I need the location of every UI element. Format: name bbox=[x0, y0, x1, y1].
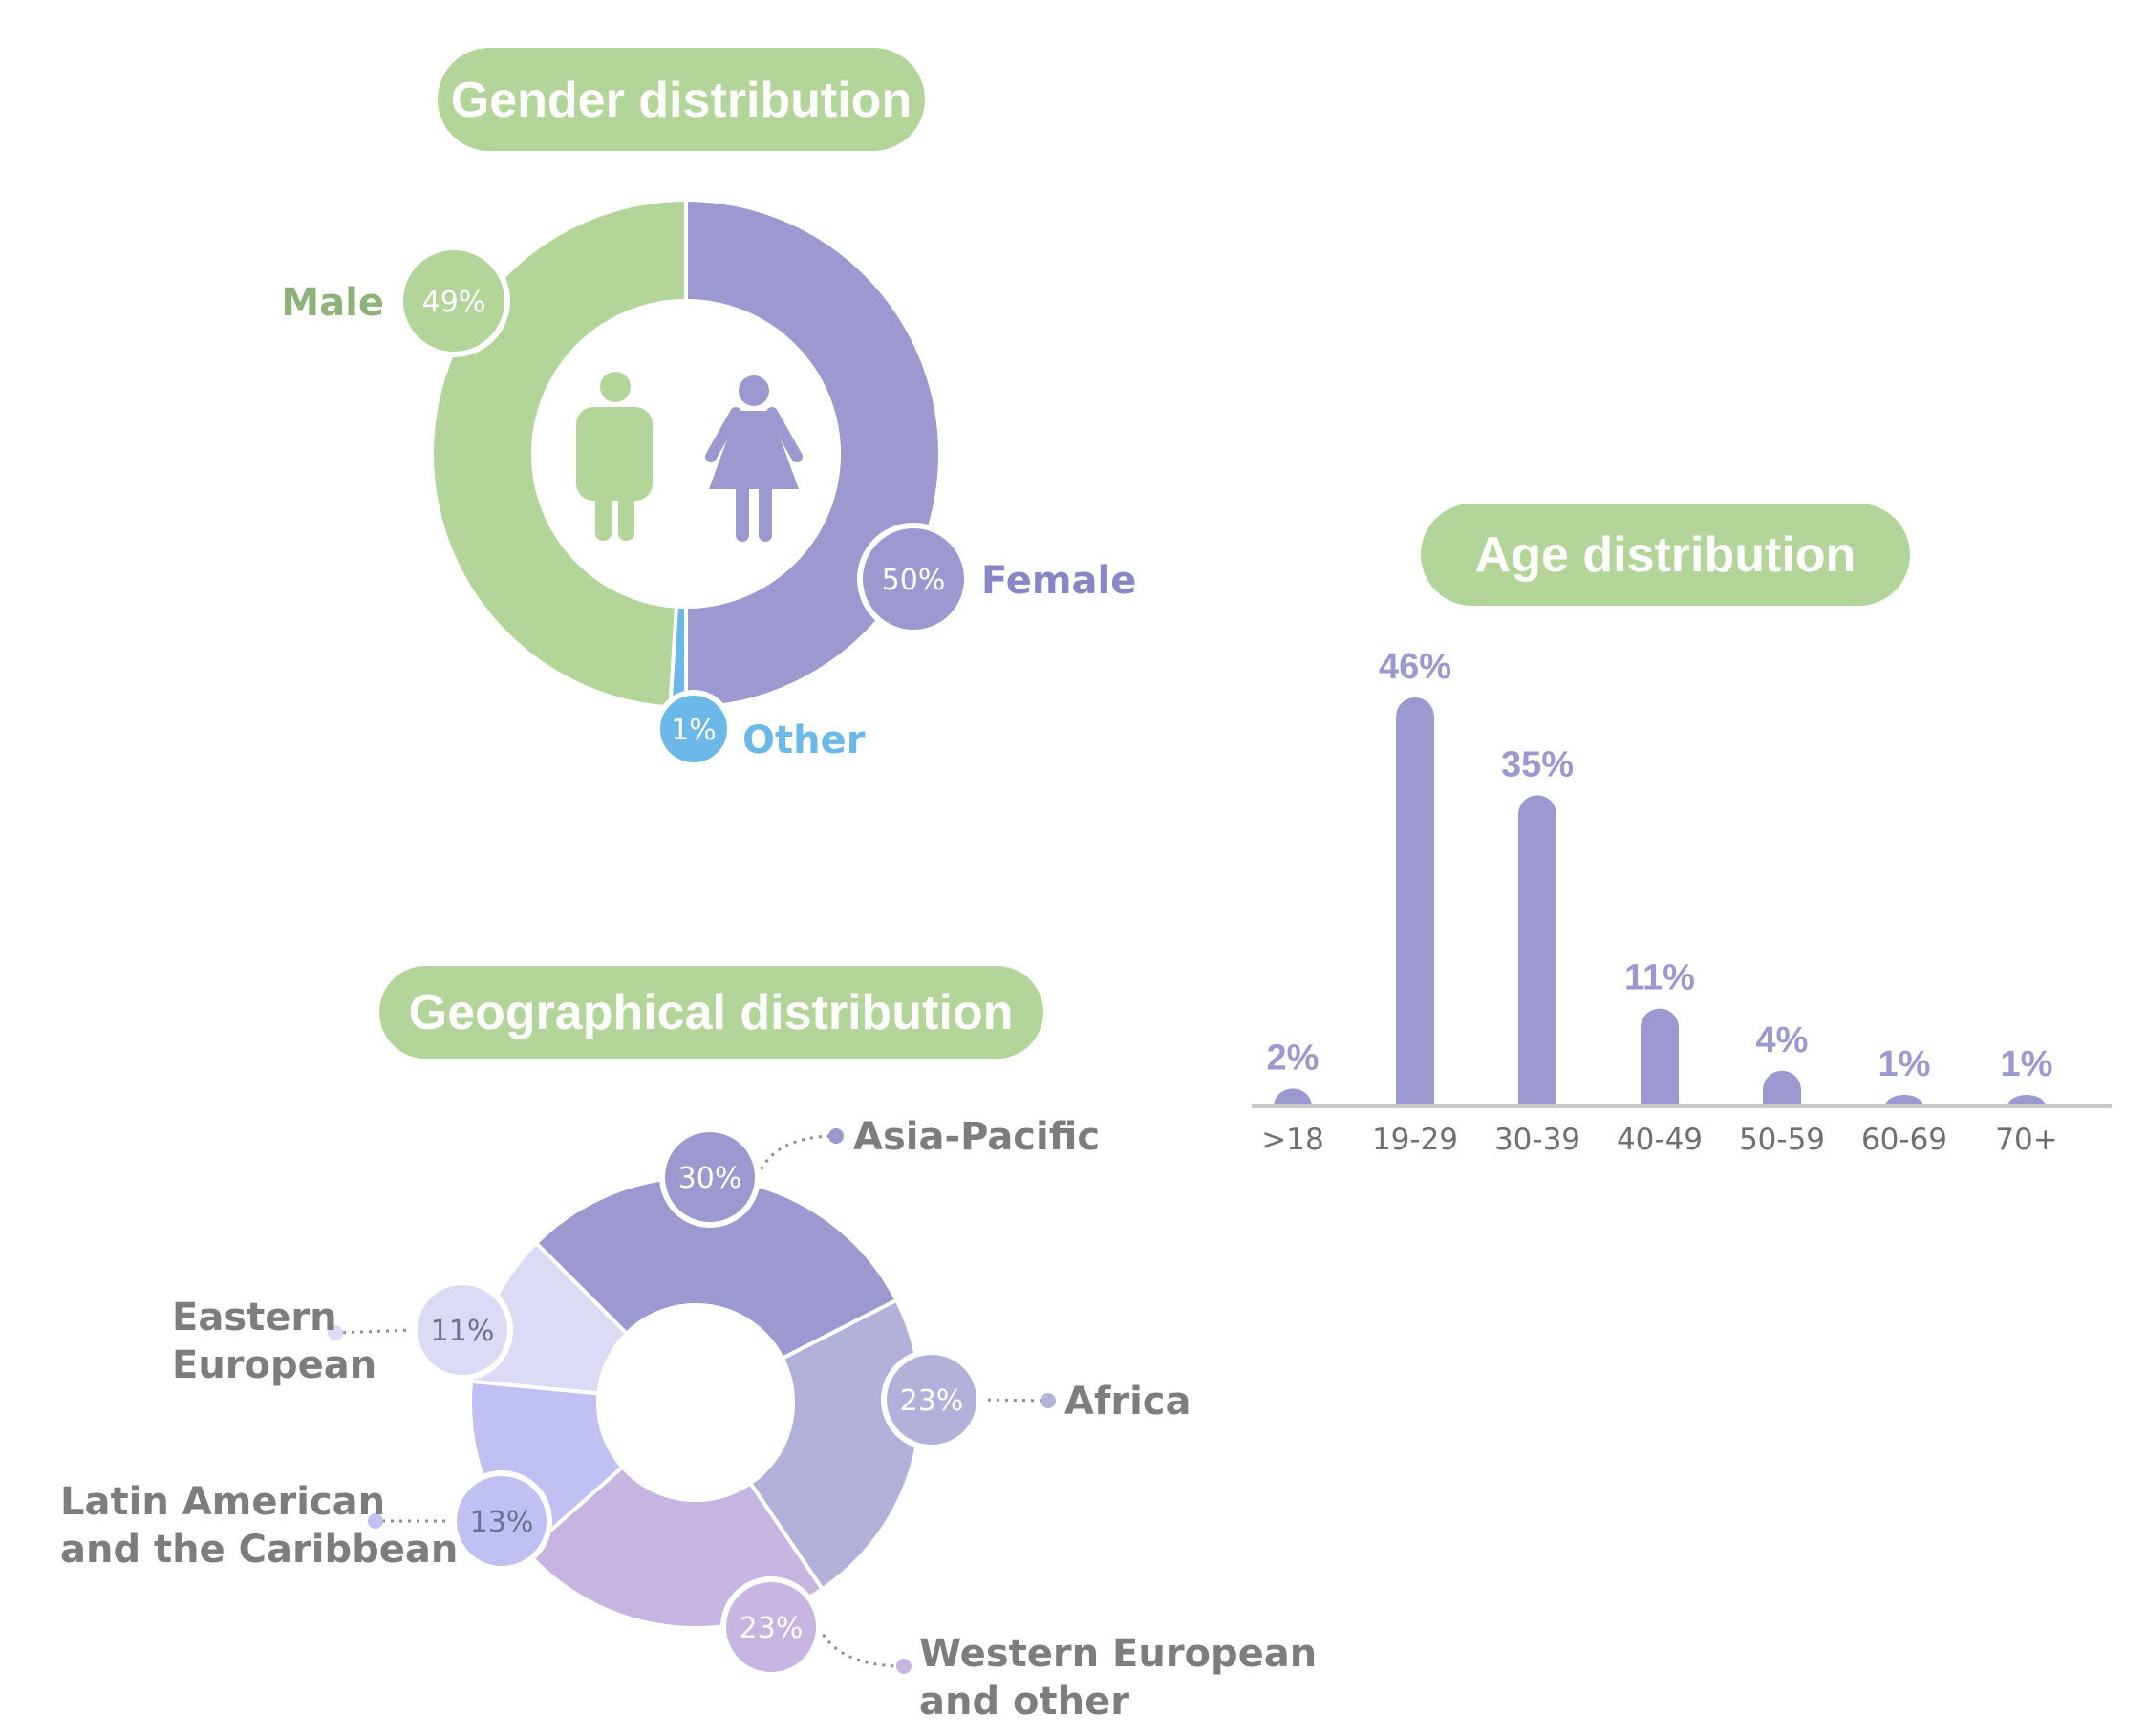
geo-bubble-asia-pacific bbox=[659, 1126, 761, 1228]
geo-donut-hole bbox=[596, 1303, 795, 1502]
geo-connector bbox=[817, 1626, 905, 1668]
age-bar-18 bbox=[1274, 1088, 1312, 1106]
age-bar-70 bbox=[2007, 1095, 2046, 1106]
female-person-icon bbox=[705, 375, 803, 542]
age-bar-value-label: 1% bbox=[1878, 1044, 1931, 1084]
geo-bubble-western-european-and-other bbox=[720, 1576, 822, 1678]
geo-percent-asia-pacific: 30% bbox=[678, 1162, 742, 1195]
geo-donut bbox=[468, 1175, 923, 1630]
gender-chart: Gender distribution 49% Male 50% Female … bbox=[281, 48, 1136, 768]
geo-bubble-latin-american-and-the-caribbean bbox=[451, 1470, 552, 1572]
geo-percent-latin-american-and-the-caribbean: 13% bbox=[470, 1506, 534, 1539]
age-tick-label: 19-29 bbox=[1372, 1123, 1458, 1157]
geo-chart: Geographical distribution 30% Asia-Pacifi… bbox=[60, 966, 1317, 1724]
geo-label-latin-american-and-the-caribbean: Latin American and the Caribbean bbox=[60, 1480, 458, 1572]
geo-connector bbox=[334, 1328, 416, 1335]
age-title: Age distribution bbox=[1475, 527, 1856, 583]
geo-callouts: 30% Asia-Pacific 23% Africa 23% Western Europ… bbox=[60, 1115, 1317, 1724]
other-percent: 1% bbox=[671, 714, 717, 747]
age-title-pill bbox=[1421, 504, 1910, 606]
age-tick-label: 60-69 bbox=[1861, 1123, 1947, 1157]
geo-connector bbox=[978, 1398, 1049, 1403]
geo-label-asia-pacific: Asia-Pacific bbox=[853, 1115, 1100, 1159]
male-bubble bbox=[397, 245, 510, 357]
geo-percent-eastern-european: 11% bbox=[431, 1315, 495, 1348]
male-percent: 49% bbox=[422, 286, 486, 319]
age-bar-value-label: 35% bbox=[1501, 744, 1574, 784]
age-tick-label: 30-39 bbox=[1494, 1123, 1580, 1157]
age-tick-label: 50-59 bbox=[1739, 1123, 1825, 1157]
gender-title-pill bbox=[438, 48, 925, 151]
geo-connector-dot bbox=[368, 1513, 383, 1529]
other-bubble bbox=[655, 690, 733, 768]
age-bar-value-label: 2% bbox=[1267, 1038, 1320, 1078]
geo-label-eastern-european: Eastern European bbox=[172, 1296, 376, 1387]
age-bar-value-label: 46% bbox=[1379, 647, 1451, 687]
male-person-icon bbox=[576, 372, 653, 541]
gender-title: Gender distribution bbox=[451, 73, 912, 128]
geo-label-africa: Africa bbox=[1064, 1380, 1191, 1424]
age-bars: 2% >18 46% 19-29 35% 30-39 11% 40-49 4% 50-59 1% 60… bbox=[1261, 647, 2057, 1157]
geo-label-western-european-and-other: Western European and other bbox=[919, 1632, 1317, 1724]
female-bubble bbox=[857, 523, 970, 635]
geo-connector-dot bbox=[1041, 1393, 1056, 1408]
geo-connector-dot bbox=[896, 1659, 912, 1674]
age-bar-value-label: 1% bbox=[2001, 1044, 2053, 1084]
female-label: Female bbox=[981, 559, 1136, 603]
geo-connector bbox=[756, 1134, 837, 1178]
geo-percent-africa: 23% bbox=[900, 1384, 964, 1418]
female-percent: 50% bbox=[882, 564, 946, 597]
age-tick-label: 70+ bbox=[1995, 1123, 2057, 1157]
geo-title: Geographical distribution bbox=[409, 985, 1014, 1040]
age-bar-30-39 bbox=[1518, 795, 1556, 1106]
age-bar-value-label: 4% bbox=[1756, 1020, 1809, 1061]
geo-title-pill bbox=[379, 966, 1043, 1059]
age-bar-50-59 bbox=[1763, 1070, 1801, 1106]
geo-connector-dot bbox=[828, 1128, 844, 1144]
geo-bubble-eastern-european bbox=[412, 1279, 513, 1381]
age-bar-40-49 bbox=[1641, 1008, 1679, 1106]
age-bar-60-69 bbox=[1885, 1095, 1923, 1106]
age-chart: Age distribution 2% >18 46% 19-29 35% 30-39 11… bbox=[1252, 504, 2112, 1157]
age-bar-value-label: 11% bbox=[1624, 958, 1695, 998]
age-tick-label: >18 bbox=[1261, 1123, 1323, 1157]
geo-percent-western-european-and-other: 23% bbox=[740, 1612, 804, 1645]
age-bar-19-29 bbox=[1396, 697, 1434, 1106]
age-tick-label: 40-49 bbox=[1617, 1123, 1703, 1157]
male-label: Male bbox=[281, 281, 384, 325]
geo-bubble-africa bbox=[881, 1349, 982, 1450]
other-label: Other bbox=[742, 718, 866, 762]
geo-connector-dot bbox=[328, 1325, 343, 1340]
